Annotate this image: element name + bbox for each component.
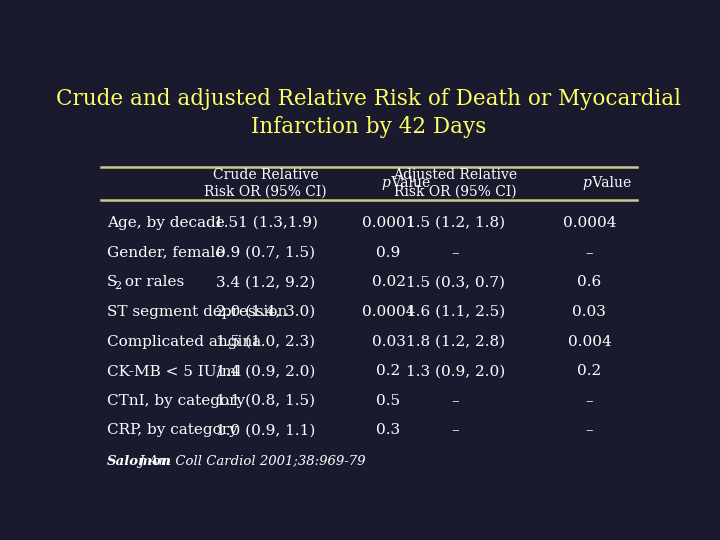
Text: Crude Relative
Risk OR (95% CI): Crude Relative Risk OR (95% CI) <box>204 167 327 199</box>
Text: 0.0001: 0.0001 <box>361 216 415 230</box>
Text: 1.1 (0.8, 1.5): 1.1 (0.8, 1.5) <box>216 394 315 408</box>
Text: Complicated angina: Complicated angina <box>107 335 261 348</box>
Text: 1.8 (1.2, 2.8): 1.8 (1.2, 2.8) <box>406 335 505 348</box>
Text: –: – <box>451 423 459 437</box>
Text: Crude and adjusted Relative Risk of Death or Myocardial
Infarction by 42 Days: Crude and adjusted Relative Risk of Deat… <box>56 87 682 138</box>
Text: –: – <box>585 423 593 437</box>
Text: –: – <box>451 394 459 408</box>
Text: Gender, female: Gender, female <box>107 246 224 260</box>
Text: 1.5 (1.0, 2.3): 1.5 (1.0, 2.3) <box>216 335 315 348</box>
Text: 0.0004: 0.0004 <box>361 305 415 319</box>
Text: CTnI, by category: CTnI, by category <box>107 394 245 408</box>
Text: J Am Coll Cardiol 2001;38:969-79: J Am Coll Cardiol 2001;38:969-79 <box>135 455 365 468</box>
Text: 1.3 (0.9, 2.0): 1.3 (0.9, 2.0) <box>406 364 505 378</box>
Text: 1.5 (1.2, 1.8): 1.5 (1.2, 1.8) <box>406 216 505 230</box>
Text: 0.2: 0.2 <box>577 364 601 378</box>
Text: 0.9 (0.7, 1.5): 0.9 (0.7, 1.5) <box>216 246 315 260</box>
Text: –: – <box>451 246 459 260</box>
Text: or rales: or rales <box>120 275 184 289</box>
Text: –: – <box>585 394 593 408</box>
Text: Adjusted Relative
Risk OR (95% CI): Adjusted Relative Risk OR (95% CI) <box>393 167 518 199</box>
Text: 0.03: 0.03 <box>572 305 606 319</box>
Text: 1.0 (0.9, 1.1): 1.0 (0.9, 1.1) <box>216 423 315 437</box>
Text: 0.02: 0.02 <box>372 275 405 289</box>
Text: 1.51 (1.3,1.9): 1.51 (1.3,1.9) <box>214 216 318 230</box>
Text: 0.3: 0.3 <box>377 423 400 437</box>
Text: p: p <box>382 176 391 190</box>
Text: ST segment depression: ST segment depression <box>107 305 287 319</box>
Text: 0.9: 0.9 <box>377 246 400 260</box>
Text: CK-MB < 5 IU/ml: CK-MB < 5 IU/ml <box>107 364 240 378</box>
Text: –: – <box>585 246 593 260</box>
Text: 0.03: 0.03 <box>372 335 405 348</box>
Text: 0.0004: 0.0004 <box>562 216 616 230</box>
Text: 2.0 (1.4, 3.0): 2.0 (1.4, 3.0) <box>216 305 315 319</box>
Text: 0.5: 0.5 <box>377 394 400 408</box>
Text: 1.6 (1.1, 2.5): 1.6 (1.1, 2.5) <box>406 305 505 319</box>
Text: 1.4 (0.9, 2.0): 1.4 (0.9, 2.0) <box>216 364 315 378</box>
Text: S: S <box>107 275 117 289</box>
Text: 3.4 (1.2, 9.2): 3.4 (1.2, 9.2) <box>216 275 315 289</box>
Text: 1.5 (0.3, 0.7): 1.5 (0.3, 0.7) <box>406 275 505 289</box>
Text: p: p <box>582 176 592 190</box>
Text: CRP, by category: CRP, by category <box>107 423 238 437</box>
Text: 0.2: 0.2 <box>377 364 400 378</box>
Text: Value: Value <box>387 176 430 190</box>
Text: Age, by decade: Age, by decade <box>107 216 225 230</box>
Text: Salomon: Salomon <box>107 455 171 468</box>
Text: 0.004: 0.004 <box>567 335 611 348</box>
Text: 2: 2 <box>114 281 122 291</box>
Text: Value: Value <box>588 176 631 190</box>
Text: 0.6: 0.6 <box>577 275 601 289</box>
